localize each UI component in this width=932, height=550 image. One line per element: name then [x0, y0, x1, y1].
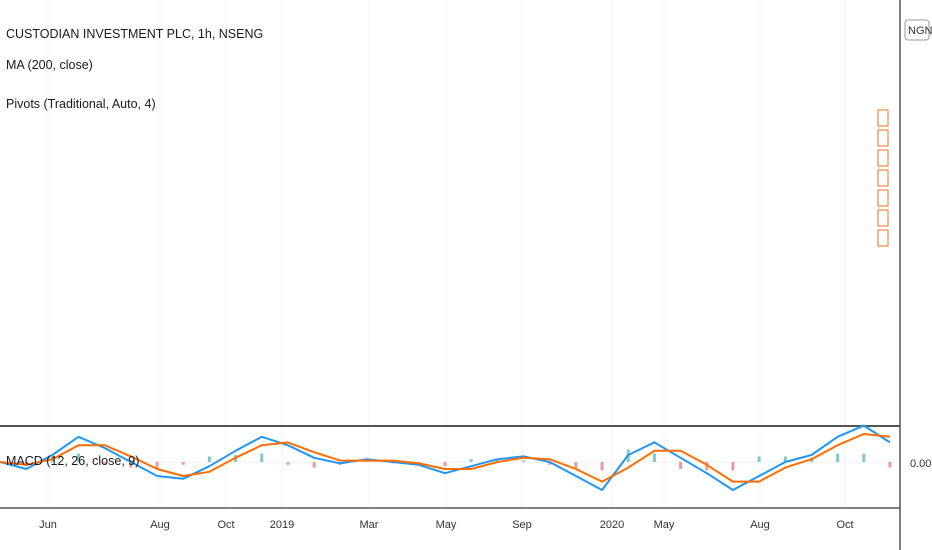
macd-hist-bar — [260, 453, 264, 462]
currency-badge-text: NGN — [908, 25, 932, 37]
time-tick-label: 2020 — [600, 519, 624, 531]
macd-hist-bar — [155, 462, 159, 469]
macd-hist-bar — [783, 456, 787, 462]
macd-hist-bar — [652, 453, 656, 462]
macd-hist-bar — [522, 460, 526, 462]
pivot-marker — [877, 129, 889, 147]
macd-legend: MACD (12, 26, close, 9) — [6, 454, 140, 468]
time-tick-label: Sep — [512, 519, 532, 531]
macd-line — [0, 424, 891, 491]
time-tick-label: 2019 — [270, 519, 294, 531]
time-tick-label: Oct — [836, 519, 853, 531]
grid — [0, 0, 900, 507]
macd-hist-bar — [286, 462, 290, 465]
macd-hist-bar — [207, 456, 211, 462]
pivot-marker — [877, 209, 889, 227]
time-tick-label: Oct — [217, 519, 234, 531]
time-tick-label: Aug — [150, 519, 170, 531]
macd-tick-label: 0.00 — [910, 458, 931, 470]
macd-hist-bar — [495, 459, 499, 462]
time-axis: Jun Aug Oct 2019 Mar May Sep 2020 May Aug Oct — [39, 519, 853, 531]
time-tick-label: Mar — [360, 519, 379, 531]
signal-line — [0, 433, 891, 483]
pivot-marker — [877, 149, 889, 167]
pivot-marker — [877, 229, 889, 247]
pivot-marker — [877, 109, 889, 127]
pivot-marker — [877, 169, 889, 187]
pivot-levels — [877, 109, 889, 247]
macd-hist-bar — [181, 462, 185, 465]
macd-hist-bar — [77, 453, 81, 462]
macd-hist-bar — [469, 459, 473, 462]
chart-title: CUSTODIAN INVESTMENT PLC, 1h, NSENG — [6, 27, 264, 41]
macd-hist-bar — [443, 462, 447, 467]
macd-hist-bar — [731, 462, 735, 471]
macd-hist-bar — [574, 462, 578, 469]
price-axis: 5.005.506.006.507.000.00NGN5.85 — [904, 19, 932, 470]
time-tick-label: May — [654, 519, 675, 531]
pivot-marker — [877, 189, 889, 207]
macd-hist-bar — [836, 453, 840, 462]
currency-badge — [904, 19, 930, 41]
macd-hist-bar — [888, 462, 892, 468]
time-tick-label: Jun — [39, 519, 57, 531]
macd-hist-bar — [103, 462, 107, 465]
macd-hist-bar — [548, 462, 552, 465]
pivots-legend: Pivots (Traditional, Auto, 4) — [6, 97, 156, 111]
macd-hist-bar — [600, 462, 604, 471]
macd-hist-bar — [862, 453, 866, 462]
macd-hist-bar — [705, 462, 709, 471]
time-tick-label: May — [436, 519, 457, 531]
ma-legend: MA (200, close) — [6, 58, 93, 72]
macd-hist-bar — [312, 462, 316, 468]
macd-hist-bar — [679, 462, 683, 469]
macd-hist-bar — [757, 456, 761, 462]
time-tick-label: Aug — [750, 519, 770, 531]
macd-hist-bar — [129, 462, 133, 468]
